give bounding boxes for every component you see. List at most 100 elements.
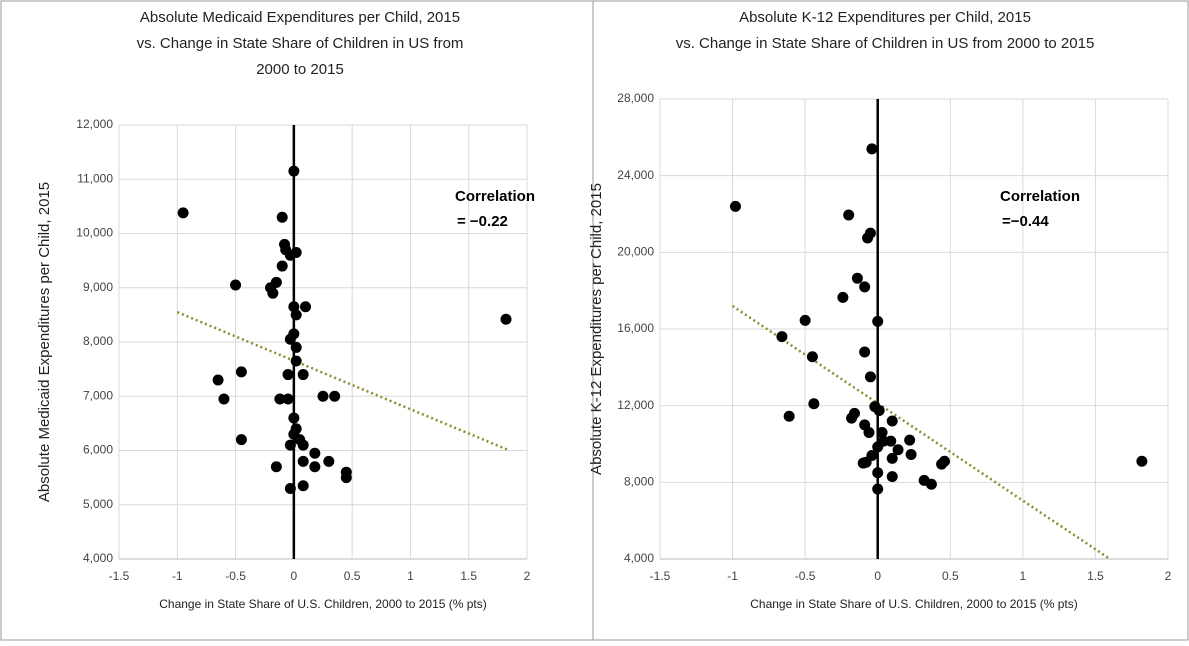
point: [872, 315, 884, 327]
point: [284, 482, 296, 494]
point: [859, 346, 871, 358]
point: [863, 427, 875, 438]
x-tick-label: 0.5: [942, 569, 959, 583]
annotation: Correlation: [455, 188, 535, 205]
chart-title: vs. Change in State Share of Children in…: [676, 35, 1095, 52]
trend-line: [176, 311, 510, 452]
point: [329, 390, 341, 402]
point: [235, 434, 247, 446]
point: [309, 461, 321, 473]
point: [806, 351, 818, 363]
x-axis-label: Change in State Share of U.S. Children, …: [750, 597, 1078, 611]
chart-title: Absolute Medicaid Expenditures per Child…: [140, 9, 460, 26]
point: [218, 393, 230, 405]
x-tick-label: 1.5: [1087, 569, 1104, 583]
point: [235, 366, 247, 378]
point: [340, 472, 352, 484]
point: [783, 410, 795, 422]
point: [808, 398, 820, 410]
x-tick-label: 2: [524, 569, 531, 583]
point: [290, 246, 302, 258]
x-axis-label: Change in State Share of U.S. Children, …: [159, 597, 487, 611]
x-tick-label: -0.5: [795, 569, 816, 583]
x-tick-label: -1.5: [650, 569, 671, 583]
point: [290, 341, 302, 353]
point: [300, 301, 312, 313]
chart-title: Absolute K-12 Expenditures per Child, 20…: [739, 9, 1031, 26]
y-tick-label: 8,000: [624, 475, 654, 489]
y-tick-label: 7,000: [83, 388, 113, 402]
x-tick-label: 0.5: [344, 569, 361, 583]
y-tick-label: 4,000: [83, 551, 113, 565]
annotation: Correlation: [1000, 188, 1080, 205]
point: [799, 314, 811, 326]
point: [297, 369, 309, 381]
chart-title: vs. Change in State Share of Children in…: [137, 35, 464, 52]
chart-title: 2000 to 2015: [256, 61, 344, 78]
point: [872, 483, 884, 495]
point: [925, 478, 937, 490]
x-tick-label: 1.5: [460, 569, 477, 583]
point: [837, 291, 849, 303]
point: [905, 449, 917, 461]
trend-line: [731, 304, 1111, 561]
point: [843, 209, 855, 221]
y-tick-label: 12,000: [617, 398, 654, 412]
point: [872, 441, 884, 453]
point: [317, 390, 329, 402]
x-tick-label: -1: [727, 569, 738, 583]
point: [297, 439, 309, 451]
point: [274, 393, 286, 405]
point: [776, 331, 788, 343]
y-tick-label: 28,000: [617, 91, 654, 105]
point: [290, 355, 302, 367]
point: [876, 427, 888, 438]
x-tick-label: 0: [291, 569, 298, 583]
point: [270, 461, 282, 473]
x-tick-label: 1: [407, 569, 414, 583]
point: [862, 232, 874, 244]
point: [851, 272, 863, 284]
point: [846, 412, 858, 424]
annotation: = −0.22: [457, 213, 508, 230]
y-tick-label: 6,000: [83, 443, 113, 457]
x-tick-label: 2: [1165, 569, 1172, 583]
annotation: =−0.44: [1002, 213, 1049, 230]
x-tick-label: -0.5: [225, 569, 246, 583]
y-tick-label: 24,000: [617, 168, 654, 182]
point: [936, 458, 948, 470]
y-axis-label: Absolute K-12 Expenditures per Child, 20…: [588, 183, 605, 475]
point: [290, 309, 302, 321]
point: [886, 415, 898, 427]
point: [276, 260, 288, 272]
y-tick-label: 10,000: [76, 226, 113, 240]
point: [282, 369, 294, 381]
point: [904, 434, 916, 446]
point: [500, 313, 512, 325]
point: [873, 404, 885, 416]
point: [297, 480, 309, 492]
point: [864, 371, 876, 383]
point: [288, 165, 300, 177]
x-tick-label: 1: [1020, 569, 1027, 583]
y-axis-label: Absolute Medicaid Expenditures per Child…: [36, 182, 53, 502]
point: [212, 374, 224, 386]
point: [860, 456, 872, 468]
point: [276, 211, 288, 223]
point: [297, 455, 309, 467]
y-tick-label: 12,000: [76, 117, 113, 131]
point: [309, 447, 321, 459]
point: [886, 452, 898, 464]
y-tick-label: 11,000: [77, 171, 113, 185]
x-tick-label: -1: [172, 569, 183, 583]
point: [323, 455, 335, 467]
y-tick-label: 5,000: [83, 497, 113, 511]
point: [859, 281, 871, 293]
point: [885, 435, 897, 447]
y-tick-label: 9,000: [83, 280, 113, 294]
y-tick-label: 16,000: [617, 321, 654, 335]
point: [288, 412, 300, 424]
y-tick-label: 4,000: [624, 551, 654, 565]
